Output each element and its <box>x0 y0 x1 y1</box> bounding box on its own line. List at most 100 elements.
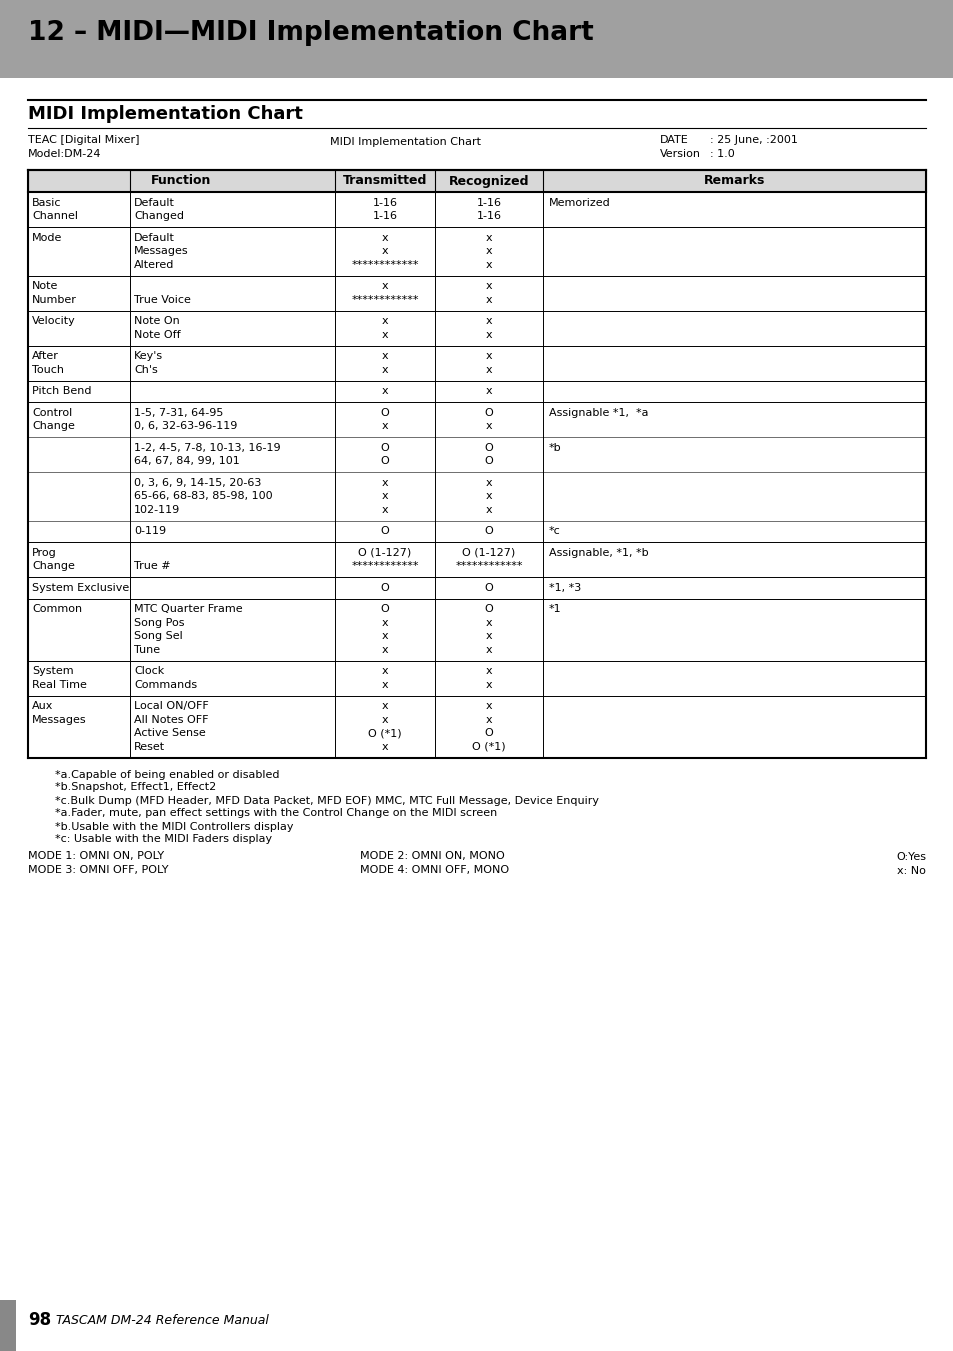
Text: x: x <box>381 617 388 628</box>
Text: Altered: Altered <box>133 259 174 270</box>
Text: x: x <box>485 478 492 488</box>
Text: Common: Common <box>32 604 82 615</box>
Text: O (*1): O (*1) <box>368 728 401 738</box>
Text: Local ON/OFF: Local ON/OFF <box>133 701 209 711</box>
Text: x: x <box>381 330 388 339</box>
Bar <box>0 0 953 78</box>
Text: 1-16: 1-16 <box>372 197 397 208</box>
Text: x: x <box>485 666 492 677</box>
Text: ************: ************ <box>351 561 418 571</box>
Text: : 25 June, :2001: : 25 June, :2001 <box>709 135 797 145</box>
Text: True #: True # <box>133 561 171 571</box>
Text: After: After <box>32 351 59 361</box>
Text: ************: ************ <box>455 561 522 571</box>
Text: Real Time: Real Time <box>32 680 87 690</box>
Text: O: O <box>380 604 389 615</box>
Text: Song Pos: Song Pos <box>133 617 184 628</box>
Text: Key's: Key's <box>133 351 163 361</box>
Text: 0, 6, 32-63-96-119: 0, 6, 32-63-96-119 <box>133 422 237 431</box>
Text: Memorized: Memorized <box>548 197 610 208</box>
Text: x: x <box>485 259 492 270</box>
Text: Tune: Tune <box>133 644 160 655</box>
Text: Messages: Messages <box>32 715 87 724</box>
Text: Function: Function <box>152 174 212 188</box>
Text: True Voice: True Voice <box>133 295 191 305</box>
Text: x: x <box>485 680 492 690</box>
Text: x: x <box>485 386 492 396</box>
Bar <box>28 170 925 192</box>
Text: O: O <box>484 408 493 417</box>
Text: x: x <box>485 701 492 711</box>
Text: *1: *1 <box>548 604 561 615</box>
Text: : 1.0: : 1.0 <box>709 149 734 159</box>
Text: x: x <box>485 330 492 339</box>
Text: O: O <box>380 457 389 466</box>
Text: Velocity: Velocity <box>32 316 75 326</box>
Text: *b: *b <box>548 443 561 453</box>
Text: Mode: Mode <box>32 232 62 243</box>
Text: O: O <box>484 527 493 536</box>
Text: x: x <box>485 492 492 501</box>
Text: System Exclusive: System Exclusive <box>32 582 129 593</box>
Text: Ch's: Ch's <box>133 365 157 374</box>
Text: *c.Bulk Dump (MFD Header, MFD Data Packet, MFD EOF) MMC, MTC Full Message, Devic: *c.Bulk Dump (MFD Header, MFD Data Packe… <box>55 796 598 805</box>
Text: x: x <box>381 478 388 488</box>
Text: x: x <box>485 281 492 292</box>
Text: Basic: Basic <box>32 197 61 208</box>
Text: x: x <box>485 505 492 515</box>
Text: 98: 98 <box>28 1310 51 1329</box>
Text: O: O <box>484 728 493 738</box>
Text: O (1-127): O (1-127) <box>462 547 515 558</box>
Text: *c: Usable with the MIDI Faders display: *c: Usable with the MIDI Faders display <box>55 835 272 844</box>
Text: *b.Usable with the MIDI Controllers display: *b.Usable with the MIDI Controllers disp… <box>55 821 294 831</box>
Text: Note: Note <box>32 281 58 292</box>
Text: Commands: Commands <box>133 680 197 690</box>
Text: Model:DM-24: Model:DM-24 <box>28 149 101 159</box>
Text: x: x <box>381 246 388 257</box>
Text: O (1-127): O (1-127) <box>358 547 411 558</box>
Text: Control: Control <box>32 408 72 417</box>
Text: O: O <box>484 582 493 593</box>
Text: 0-119: 0-119 <box>133 527 166 536</box>
Text: x: x <box>381 281 388 292</box>
Text: Remarks: Remarks <box>703 174 764 188</box>
Text: x: x <box>381 701 388 711</box>
Text: MIDI Implementation Chart: MIDI Implementation Chart <box>330 136 480 147</box>
Text: x: x <box>485 246 492 257</box>
Text: 1-16: 1-16 <box>476 211 501 222</box>
Text: Change: Change <box>32 422 74 431</box>
Text: x: x <box>485 715 492 724</box>
Text: x: x <box>381 232 388 243</box>
Text: O: O <box>484 443 493 453</box>
Text: Version: Version <box>659 149 700 159</box>
Text: x: x <box>485 232 492 243</box>
Text: x: x <box>381 505 388 515</box>
Text: Prog: Prog <box>32 547 56 558</box>
Text: 12 – MIDI—MIDI Implementation Chart: 12 – MIDI—MIDI Implementation Chart <box>28 20 593 46</box>
Text: x: x <box>381 386 388 396</box>
Text: 102-119: 102-119 <box>133 505 180 515</box>
Text: MODE 3: OMNI OFF, POLY: MODE 3: OMNI OFF, POLY <box>28 866 169 875</box>
Text: x: No: x: No <box>896 866 925 875</box>
Text: Messages: Messages <box>133 246 189 257</box>
Text: 65-66, 68-83, 85-98, 100: 65-66, 68-83, 85-98, 100 <box>133 492 273 501</box>
Text: Changed: Changed <box>133 211 184 222</box>
Text: x: x <box>381 680 388 690</box>
Text: x: x <box>381 351 388 361</box>
Text: O (*1): O (*1) <box>472 742 505 751</box>
Text: Active Sense: Active Sense <box>133 728 206 738</box>
Text: x: x <box>381 422 388 431</box>
Text: x: x <box>485 617 492 628</box>
Text: x: x <box>485 295 492 305</box>
Text: x: x <box>381 715 388 724</box>
Bar <box>0 1300 16 1351</box>
Text: Assignable, *1, *b: Assignable, *1, *b <box>548 547 648 558</box>
Text: O: O <box>380 408 389 417</box>
Text: 1-2, 4-5, 7-8, 10-13, 16-19: 1-2, 4-5, 7-8, 10-13, 16-19 <box>133 443 280 453</box>
Text: x: x <box>485 644 492 655</box>
Text: MODE 4: OMNI OFF, MONO: MODE 4: OMNI OFF, MONO <box>359 866 509 875</box>
Text: *1, *3: *1, *3 <box>548 582 580 593</box>
Text: Pitch Bend: Pitch Bend <box>32 386 91 396</box>
Text: 0, 3, 6, 9, 14-15, 20-63: 0, 3, 6, 9, 14-15, 20-63 <box>133 478 261 488</box>
Text: x: x <box>381 316 388 326</box>
